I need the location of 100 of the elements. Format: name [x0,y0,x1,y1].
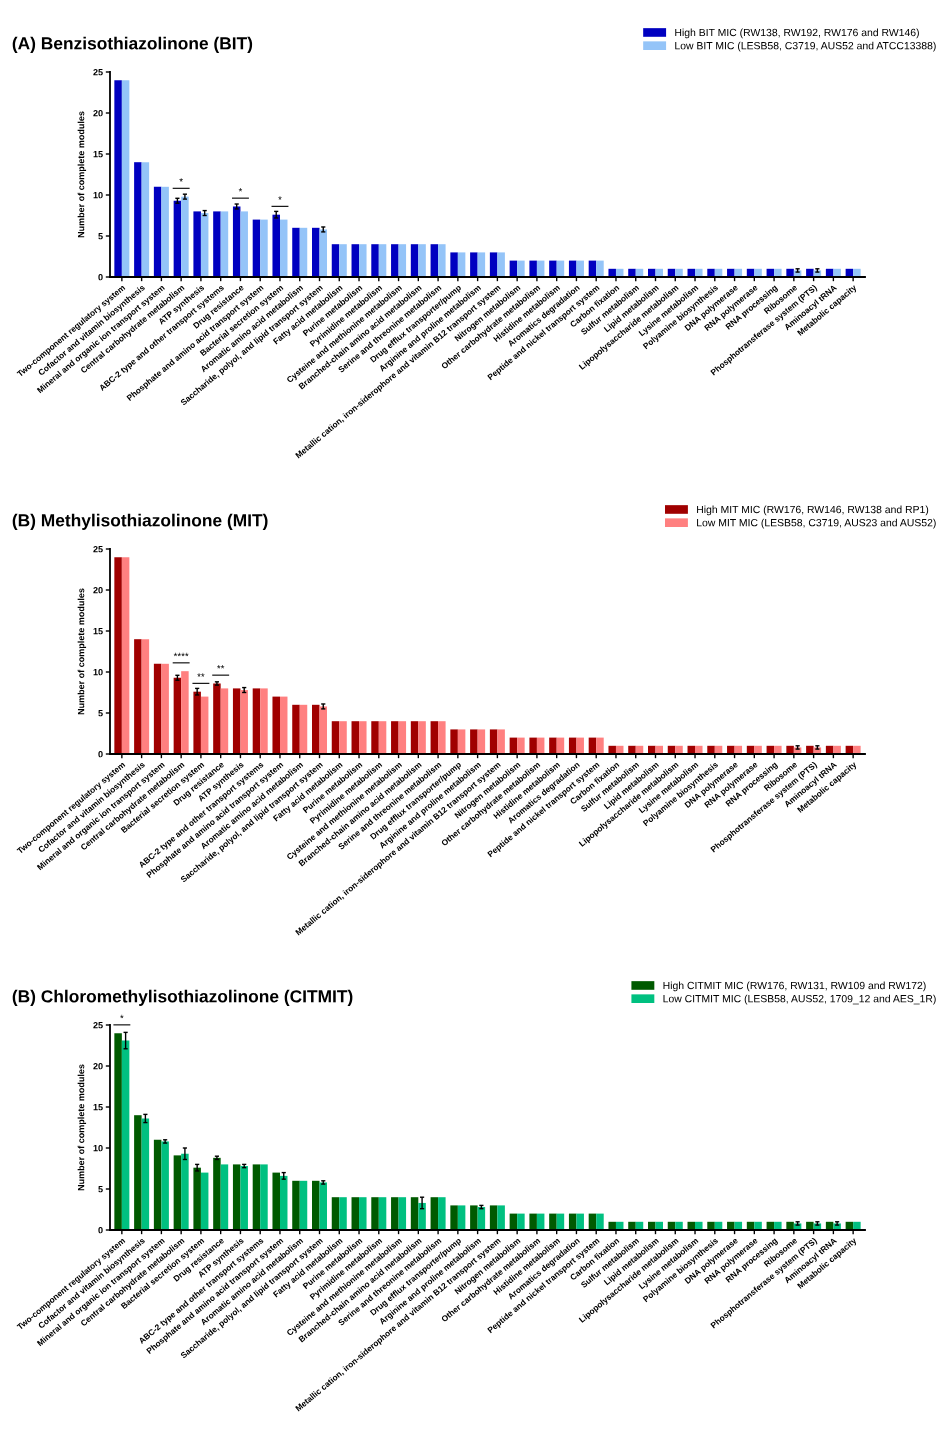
bar [153,186,162,277]
bar [695,268,703,277]
bar [200,1172,209,1230]
bar [833,268,841,277]
bar [418,244,426,277]
bar [260,219,268,277]
bar [378,1197,387,1230]
bar [279,219,288,277]
bar [529,737,537,754]
bar [806,745,814,754]
bar [378,244,387,277]
bar [418,1202,426,1230]
bar [272,214,280,277]
bar [438,721,446,754]
bar [161,1141,169,1230]
bar [351,721,360,754]
bar [774,745,782,754]
bar [391,721,399,754]
bar [853,745,861,754]
annotation: * [278,196,282,200]
bar [252,219,261,277]
bar [331,1197,340,1230]
bar [134,162,142,277]
bar [628,745,636,754]
bar [549,737,557,754]
bar [359,721,367,754]
bar [774,268,782,277]
bar [339,1197,347,1230]
bar [114,1033,122,1230]
bar [457,729,466,754]
bar [371,244,379,277]
bar [727,745,735,754]
annotation: ** [197,673,205,677]
annotation: * [238,188,243,192]
bar [477,252,486,277]
bar [161,663,169,754]
bar [232,1164,241,1230]
bar [430,1197,439,1230]
bar [853,268,861,277]
bar [311,227,320,277]
bar [727,268,735,277]
bar [628,1221,636,1230]
bar [141,639,150,754]
bar [292,1180,300,1230]
bar [193,211,201,277]
legend-label: Low CITMIT MIC (LESB58, AUS52, 1709_12 and AES_1R) [663,994,936,1005]
bar [272,696,280,754]
bar [576,737,584,754]
bar [260,1164,268,1230]
bar [806,268,814,277]
bar [470,729,478,754]
bar [457,1205,466,1230]
bar [319,706,328,754]
bar [727,1221,735,1230]
bar [398,244,407,277]
bar [351,244,360,277]
bar [391,244,399,277]
bar [193,691,201,754]
bar [134,639,142,754]
bar [292,704,300,754]
bar [114,80,122,277]
bar [134,1115,142,1230]
bar [161,186,169,277]
bar [240,690,248,754]
bar [232,688,241,754]
bar [477,1207,486,1230]
bar [252,1164,261,1230]
bar [418,721,426,754]
annotation: **** [173,652,189,657]
bar [707,1221,715,1230]
y-tick-label: 10 [93,1144,103,1152]
y-tick-label: 5 [98,710,103,717]
bar [675,1221,683,1230]
bar [311,1180,320,1230]
bar [200,213,209,277]
bar [470,1205,478,1230]
bar [450,1205,458,1230]
bar [786,1221,794,1230]
bar [628,268,636,277]
bar [450,729,458,754]
bar [754,268,762,277]
bar [438,1197,446,1230]
bar [121,1040,130,1230]
bar [272,1172,280,1230]
y-tick-label: 0 [98,1226,103,1234]
bar [489,1205,498,1230]
bar [430,721,439,754]
chart-title: (B) Methylisothiazolinone (MIT) [12,513,268,530]
bar [141,1118,150,1230]
bar [359,1197,367,1230]
bar [457,252,466,277]
y-tick-label: 25 [93,68,103,76]
bar [240,1166,248,1230]
bar [359,244,367,277]
bar [806,1221,814,1230]
bar [213,1157,221,1230]
legend-label: High CITMIT MIC (RW176, RW131, RW109 and RW172) [663,981,926,992]
bar [299,227,308,277]
bar [707,268,715,277]
chart-title: (B) Chloromethylisothiazolinone (CITMIT) [12,989,353,1006]
